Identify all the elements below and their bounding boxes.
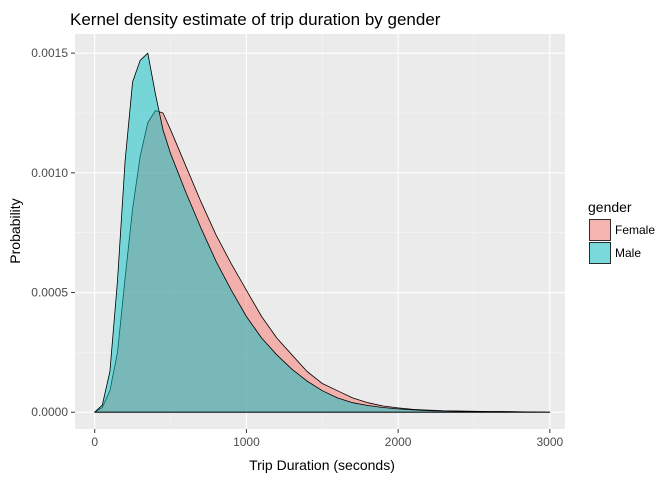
x-axis: 0 1000 2000 3000 xyxy=(91,429,563,449)
density-areas xyxy=(94,52,551,413)
y-axis-label: Probability xyxy=(7,198,23,263)
legend-label-female: Female xyxy=(615,223,655,237)
y-tick-label: 0.0005 xyxy=(31,286,68,300)
y-tick-label: 0.0015 xyxy=(31,46,68,60)
density-area-male xyxy=(94,52,551,413)
legend-swatch-female xyxy=(589,219,611,241)
legend: gender Female Male xyxy=(588,199,655,264)
x-tick-label: 1000 xyxy=(233,435,260,449)
x-tick-label: 3000 xyxy=(536,435,563,449)
x-axis-label: Trip Duration (seconds) xyxy=(249,457,395,473)
y-tick-label: 0.0000 xyxy=(31,405,68,419)
legend-label-male: Male xyxy=(615,246,641,260)
x-tick-label: 2000 xyxy=(385,435,412,449)
x-tick-label: 0 xyxy=(91,435,98,449)
y-tick-label: 0.0010 xyxy=(31,166,68,180)
y-axis: 0.0000 0.0005 0.0010 0.0015 xyxy=(31,46,75,419)
legend-swatch-male xyxy=(589,242,611,264)
legend-title: gender xyxy=(588,199,632,215)
chart-title: Kernel density estimate of trip duration… xyxy=(70,10,441,29)
